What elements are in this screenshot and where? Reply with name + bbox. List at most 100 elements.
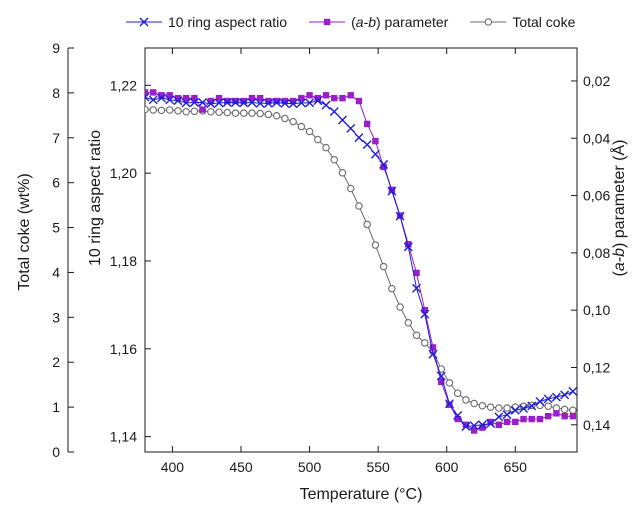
data-point xyxy=(298,94,305,102)
x-tick-label: 600 xyxy=(435,459,459,475)
data-point xyxy=(495,421,503,428)
total-coke-tick-label: 5 xyxy=(52,220,60,236)
x-axis-title: Temperature (°C) xyxy=(300,486,423,503)
data-point xyxy=(273,97,280,105)
data-point xyxy=(545,412,552,420)
data-point xyxy=(445,379,454,387)
series-1 xyxy=(145,92,577,432)
data-point xyxy=(289,117,297,126)
data-point xyxy=(247,97,257,107)
data-point xyxy=(405,241,412,248)
data-point xyxy=(224,97,231,105)
data-point xyxy=(535,397,545,406)
data-point xyxy=(413,269,420,277)
total-coke-tick-label: 2 xyxy=(52,354,60,370)
data-point xyxy=(527,401,537,411)
data-point xyxy=(150,89,157,96)
data-point xyxy=(370,149,380,159)
data-point xyxy=(248,94,256,102)
data-point xyxy=(281,97,289,105)
data-point xyxy=(207,97,215,105)
data-point xyxy=(232,97,239,105)
series-2 xyxy=(145,89,577,434)
data-point xyxy=(214,98,224,108)
total-coke-tick-label: 4 xyxy=(52,264,60,280)
data-point xyxy=(503,418,511,426)
series-line xyxy=(145,109,573,411)
data-point xyxy=(248,109,256,117)
data-point xyxy=(519,404,529,414)
data-point xyxy=(191,94,198,102)
data-point xyxy=(553,410,560,417)
data-point xyxy=(174,94,182,102)
plot-frame xyxy=(144,47,578,453)
ab-axis-title-suffix: ) parameter (Å) xyxy=(609,140,628,248)
x-tick-label: 650 xyxy=(504,459,528,475)
data-point xyxy=(239,98,249,108)
data-point xyxy=(486,418,496,428)
data-point xyxy=(387,186,397,196)
data-point xyxy=(436,371,446,381)
data-point xyxy=(337,115,347,125)
data-point xyxy=(470,427,478,434)
data-point xyxy=(421,306,428,314)
data-point xyxy=(263,98,273,108)
data-point xyxy=(470,399,478,408)
total-coke-tick-label: 0 xyxy=(52,444,60,460)
data-point xyxy=(379,262,388,271)
data-point xyxy=(347,92,354,99)
data-point xyxy=(446,401,453,408)
total-coke-axis: 0 1 2 3 4 5 6 7 8 9 xyxy=(52,40,74,460)
data-point xyxy=(174,107,182,115)
aspect-ratio-tick-label: 1,22 xyxy=(110,77,137,93)
data-point xyxy=(182,94,190,102)
data-point xyxy=(329,107,339,117)
data-point xyxy=(380,163,387,171)
ab-tick-label: 0,08 xyxy=(583,245,610,261)
data-point xyxy=(454,415,461,423)
series-3 xyxy=(145,105,577,415)
data-point xyxy=(371,241,380,249)
total-coke-tick-label: 6 xyxy=(52,175,60,191)
data-point xyxy=(305,127,314,136)
data-point xyxy=(404,318,413,327)
data-point xyxy=(148,95,158,105)
data-point xyxy=(429,344,437,351)
legend: 10 ring aspect ratio (a-b) parameter Total… xyxy=(126,14,576,30)
data-point xyxy=(520,415,527,423)
aspect-ratio-tick-label: 1,14 xyxy=(110,429,137,445)
legend-label: 10 ring aspect ratio xyxy=(168,14,287,30)
data-point xyxy=(145,92,150,102)
x-tick-label: 450 xyxy=(229,459,253,475)
aspect-ratio-tick-label: 1,18 xyxy=(110,253,137,269)
data-point xyxy=(331,94,338,102)
data-point xyxy=(568,386,577,396)
total-coke-tick-label: 9 xyxy=(52,40,60,56)
data-point xyxy=(544,402,552,410)
data-point xyxy=(296,98,306,108)
data-point xyxy=(305,98,315,108)
data-point xyxy=(206,99,216,109)
data-point xyxy=(477,420,487,430)
data-point xyxy=(355,202,363,210)
data-point xyxy=(444,399,454,409)
data-point xyxy=(181,98,191,108)
legend-label: (a-b) parameter xyxy=(351,14,449,30)
legend-item: (a-b) parameter xyxy=(309,14,449,30)
data-point xyxy=(215,108,223,116)
data-point xyxy=(379,159,389,169)
data-point xyxy=(543,394,553,404)
data-point xyxy=(560,405,569,414)
data-point xyxy=(421,339,429,347)
data-point xyxy=(158,92,165,99)
data-point xyxy=(289,97,297,105)
data-point xyxy=(182,107,190,116)
data-point xyxy=(231,97,241,107)
data-point xyxy=(453,411,463,421)
data-point xyxy=(395,211,405,221)
total-coke-tick-label: 8 xyxy=(52,85,60,101)
data-point xyxy=(240,97,247,105)
data-point xyxy=(560,390,570,400)
data-point xyxy=(403,242,413,252)
